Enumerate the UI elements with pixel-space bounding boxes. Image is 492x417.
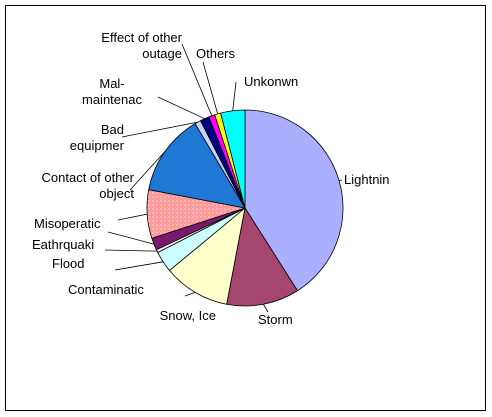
slice-label: Others xyxy=(196,46,236,61)
leader-line xyxy=(181,43,213,116)
chart-frame xyxy=(5,5,486,411)
pie-slice xyxy=(148,123,246,209)
pie-slice xyxy=(226,206,299,307)
pie-slice xyxy=(244,109,344,292)
slice-label: Flood xyxy=(52,256,85,271)
slice-label: Misoperatic xyxy=(34,216,101,231)
leader-line xyxy=(104,249,158,252)
slice-label: Snow, Ice xyxy=(159,308,216,323)
leader-line xyxy=(339,179,343,182)
slice-label: Bad equipmer xyxy=(69,122,124,153)
slice-label: Unkonwn xyxy=(244,74,299,89)
slice-label: Storm xyxy=(258,312,293,327)
leader-line xyxy=(117,213,148,221)
pie-slice xyxy=(168,206,246,305)
pie-slice xyxy=(220,109,246,209)
slice-label: Contaminatic xyxy=(68,282,144,297)
slice-label: Effect of other outage xyxy=(101,30,182,61)
slice-label: Eathrquaki xyxy=(32,237,95,252)
slice-label: Lightnin xyxy=(344,172,390,187)
leader-line xyxy=(184,291,196,297)
leader-line xyxy=(157,96,205,120)
leader-line xyxy=(232,81,237,111)
leader-line xyxy=(202,61,219,114)
slice-label: Mal-maintenac xyxy=(82,76,142,107)
leader-line xyxy=(114,261,164,271)
leader-line xyxy=(263,304,269,313)
leader-line xyxy=(107,231,154,245)
leader-line xyxy=(121,121,198,138)
slice-label: Contact of other object xyxy=(41,170,135,201)
leader-line xyxy=(129,151,166,191)
